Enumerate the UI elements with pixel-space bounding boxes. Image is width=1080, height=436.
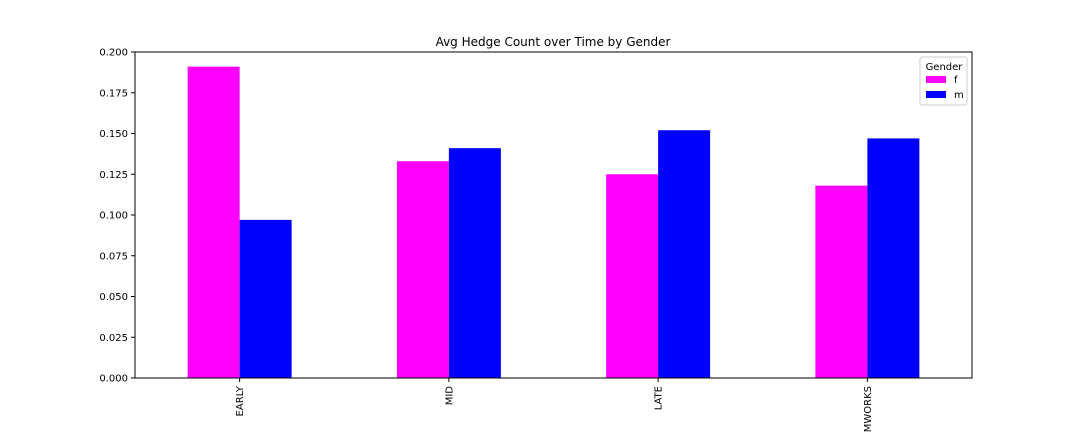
legend-title: Gender: [926, 62, 964, 73]
bar-m-early: [239, 219, 292, 378]
x-tick-label-mid: MID: [444, 386, 455, 406]
y-tick-label: 0.075: [99, 251, 128, 262]
bar-f-mid: [396, 161, 449, 378]
y-tick-label: 0.050: [99, 292, 128, 303]
bar-m-mworks: [867, 138, 920, 378]
y-tick-label: 0.175: [99, 88, 128, 99]
y-axis: 0.000 0.025 0.050 0.075 0.100 0.125 0.150 0.175…: [99, 48, 135, 385]
y-tick-label: 0.125: [99, 170, 128, 181]
y-tick-label: 0.200: [99, 48, 128, 59]
chart-title: Avg Hedge Count over Time by Gender: [436, 35, 671, 49]
legend-swatch-m: [926, 91, 946, 98]
bars-layer: [187, 66, 920, 379]
y-tick-label: 0.150: [99, 129, 128, 140]
x-axis: EARLY MID LATE MWORKS: [235, 378, 874, 432]
legend: Gender fm: [919, 56, 968, 106]
legend-label-f: f: [954, 75, 958, 86]
bar-m-mid: [448, 148, 501, 378]
bar-f-early: [187, 66, 240, 379]
bar-f-mworks: [815, 185, 868, 378]
legend-label-m: m: [954, 90, 964, 101]
y-tick-label: 0.100: [99, 211, 128, 222]
y-tick-label: 0.000: [99, 374, 128, 385]
y-tick-label: 0.025: [99, 333, 128, 344]
x-tick-label-mworks: MWORKS: [863, 386, 874, 432]
bar-f-late: [606, 174, 659, 378]
legend-items: fm: [926, 75, 964, 101]
bar-m-late: [658, 130, 711, 378]
legend-swatch-f: [926, 76, 946, 83]
x-tick-label-early: EARLY: [235, 385, 246, 416]
x-tick-label-late: LATE: [654, 386, 665, 410]
